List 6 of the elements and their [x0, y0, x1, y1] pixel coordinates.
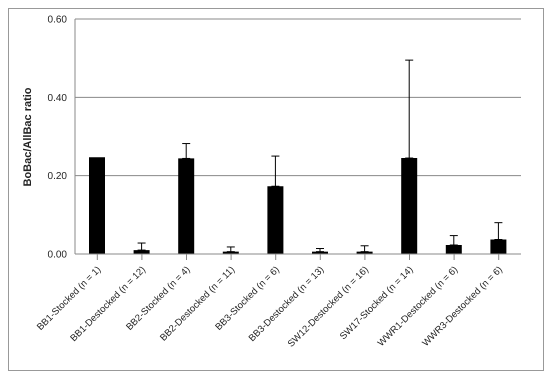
y-tick-label: 0.00 [48, 250, 68, 261]
y-tick-label: 0.20 [48, 171, 68, 182]
bar [89, 157, 105, 254]
y-tick-label: 0.40 [48, 92, 68, 104]
y-axis-title: BoBac/AllBac ratio [22, 87, 34, 186]
y-tick-label: 0.60 [48, 14, 68, 26]
